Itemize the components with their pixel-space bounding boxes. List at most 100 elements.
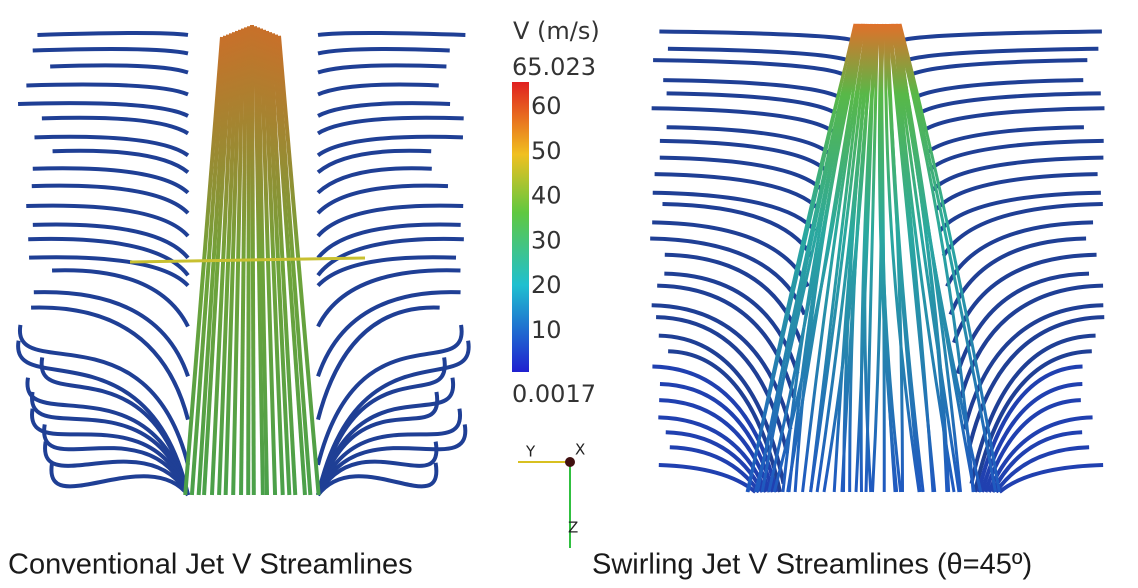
- streamline: [994, 445, 1090, 494]
- streamline: [884, 23, 921, 493]
- streamline: [669, 445, 761, 494]
- streamline: [652, 220, 810, 288]
- streamline: [760, 23, 862, 493]
- streamline: [316, 357, 447, 496]
- streamline: [990, 430, 1083, 493]
- axis-x-label: X: [575, 441, 585, 459]
- streamline: [976, 364, 1083, 493]
- streamline: [973, 349, 1092, 493]
- streamline: [189, 35, 227, 496]
- streamline: [316, 441, 439, 496]
- colorbar-tick-label: 20: [531, 271, 562, 299]
- streamline: [911, 58, 1088, 77]
- colorbar-min: 0.0017: [512, 380, 596, 408]
- colorbar-title: V (m/s): [513, 17, 600, 45]
- streamline: [959, 283, 1104, 399]
- streamline: [962, 303, 1104, 430]
- colorbar-tick-label: 50: [531, 137, 562, 165]
- streamline: [668, 349, 782, 493]
- streamline: [809, 23, 870, 493]
- streamline: [51, 268, 190, 328]
- streamline: [316, 222, 461, 260]
- streamline: [18, 324, 190, 466]
- streamline: [651, 303, 793, 430]
- streamline: [931, 155, 1104, 192]
- colorbar-max: 65.023: [512, 53, 596, 81]
- streamline: [26, 82, 189, 97]
- streamline: [659, 138, 827, 172]
- streamline: [654, 172, 820, 211]
- streamline: [32, 222, 190, 260]
- streamline: [666, 125, 831, 155]
- streamline: [277, 35, 321, 496]
- caption-left: Conventional Jet V Streamlines: [8, 549, 413, 581]
- streamline: [892, 23, 956, 493]
- axis-x: [565, 457, 575, 467]
- streamline: [651, 106, 834, 133]
- streamline: [316, 268, 461, 328]
- streamline: [924, 125, 1084, 155]
- streamline: [935, 172, 1098, 211]
- streamline: [271, 33, 307, 496]
- streamline: [316, 203, 464, 238]
- streamline: [316, 408, 463, 496]
- streamline: [317, 63, 447, 75]
- streamline: [34, 134, 190, 158]
- colorbar-tick-label: 30: [531, 226, 562, 254]
- streamline: [755, 23, 860, 493]
- streamline: [316, 391, 440, 496]
- streamline: [32, 166, 190, 195]
- streamline: [969, 333, 1096, 485]
- streamline: [316, 134, 464, 158]
- streamline: [917, 91, 1101, 116]
- streamline: [793, 23, 867, 493]
- colorbar-tick-label: 40: [531, 182, 562, 210]
- streamline: [914, 78, 1084, 99]
- streamline: [316, 290, 461, 377]
- streamline: [653, 58, 844, 77]
- streamline: [316, 324, 464, 466]
- streamline: [891, 23, 961, 493]
- streamline: [656, 315, 789, 454]
- streamline: [316, 255, 457, 288]
- streamline: [41, 115, 190, 136]
- streamline: [317, 82, 439, 97]
- streamline: [316, 236, 464, 277]
- streamline: [317, 30, 466, 37]
- streamline: [658, 462, 757, 494]
- streamline: [39, 357, 190, 496]
- streamline: [31, 305, 190, 421]
- streamline: [316, 115, 464, 136]
- streamline: [316, 166, 432, 195]
- streamline: [938, 190, 1101, 233]
- streamline: [863, 23, 881, 493]
- streamline: [196, 34, 230, 496]
- streamline: [183, 36, 224, 496]
- streamline: [28, 236, 190, 277]
- streamline: [316, 183, 449, 215]
- axis-z-label: Z: [568, 519, 578, 537]
- streamline: [928, 138, 1104, 172]
- streamline: [801, 23, 869, 493]
- streamline: [955, 271, 1090, 375]
- streamline: [663, 78, 841, 99]
- streamline: [317, 101, 451, 118]
- streamline: [52, 148, 190, 174]
- streamline: [18, 101, 189, 118]
- streamline: [259, 28, 278, 496]
- colorbar-tick-label: 10: [531, 316, 562, 344]
- streamline: [43, 441, 190, 496]
- streamline: [37, 30, 189, 37]
- streamline: [921, 106, 1105, 133]
- streamline: [317, 47, 450, 56]
- streamline: [316, 462, 439, 497]
- streamline: [231, 28, 245, 496]
- streamline: [665, 430, 765, 493]
- streamline: [50, 63, 189, 75]
- streamline: [888, 23, 935, 493]
- streamline: [781, 23, 864, 493]
- plane-line: [129, 256, 366, 264]
- streamline: [666, 91, 838, 116]
- streamline: [49, 462, 190, 497]
